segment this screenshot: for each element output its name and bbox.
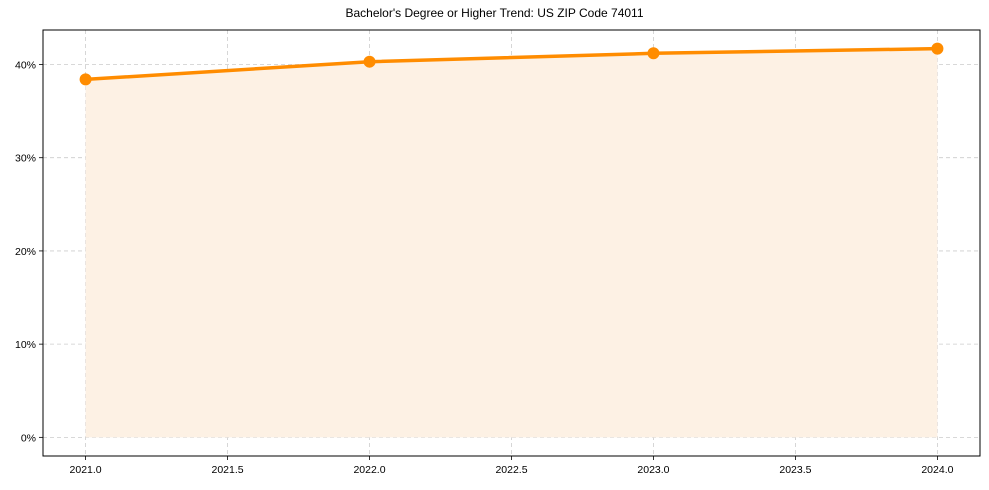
data-point-marker: [931, 42, 944, 55]
data-point-marker: [363, 55, 376, 68]
x-tick-label: 2023.0: [637, 464, 669, 476]
x-tick-label: 2024.0: [921, 464, 953, 476]
y-tick-label: 0%: [21, 432, 36, 444]
x-tick-label: 2023.5: [779, 464, 811, 476]
x-tick-label: 2022.5: [495, 464, 527, 476]
data-point-marker: [647, 47, 660, 60]
y-axis: 0% 10% 20% 30% 40%: [15, 59, 43, 444]
data-line: [85, 46, 938, 82]
x-tick-label: 2021.0: [70, 464, 102, 476]
data-markers: [79, 42, 944, 86]
y-tick-label: 10%: [15, 339, 36, 351]
x-axis: 2021.0 2021.5 2022.0 2022.5 2023.0 2023.5 2024…: [70, 456, 954, 476]
x-tick-label: 2022.0: [353, 464, 385, 476]
x-tick-label: 2021.5: [211, 464, 243, 476]
y-tick-label: 40%: [15, 59, 36, 71]
area-fill: [85, 48, 938, 438]
data-point-marker: [79, 73, 92, 86]
y-tick-label: 30%: [15, 153, 36, 165]
y-tick-label: 20%: [15, 246, 36, 258]
chart-title: Bachelor's Degree or Higher Trend: US ZI…: [345, 6, 644, 20]
